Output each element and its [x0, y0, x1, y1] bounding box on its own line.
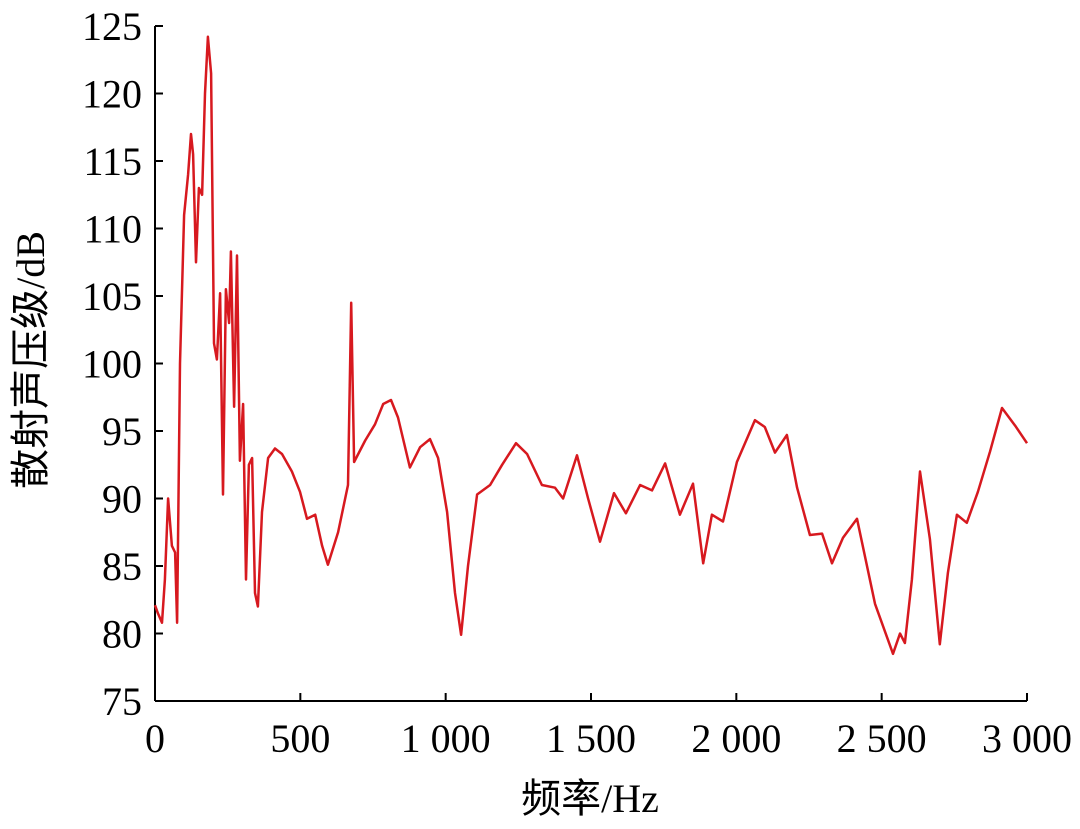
x-axis-label: 频率/Hz	[521, 776, 659, 821]
x-tick-label: 2 000	[691, 716, 781, 761]
y-tick-label: 90	[102, 477, 142, 522]
y-tick-label: 95	[102, 409, 142, 454]
y-tick-label: 80	[102, 612, 142, 657]
x-tick-label: 500	[270, 716, 330, 761]
x-tick-label: 1 500	[546, 716, 636, 761]
y-tick-label: 125	[82, 4, 142, 49]
x-tick-label: 2 500	[837, 716, 927, 761]
y-tick-label: 85	[102, 544, 142, 589]
y-tick-label: 75	[102, 679, 142, 724]
x-tick-label: 1 000	[401, 716, 491, 761]
data-line	[153, 35, 1029, 656]
y-tick-label: 115	[83, 139, 142, 184]
y-tick-label: 105	[82, 274, 142, 319]
x-tick-label: 0	[145, 716, 165, 761]
y-axis-label: 散射声压级/dB	[8, 231, 53, 489]
y-tick-label: 110	[83, 207, 142, 252]
y-tick-label: 120	[82, 72, 142, 117]
x-tick-label: 3 000	[982, 716, 1072, 761]
y-tick-label: 100	[82, 342, 142, 387]
